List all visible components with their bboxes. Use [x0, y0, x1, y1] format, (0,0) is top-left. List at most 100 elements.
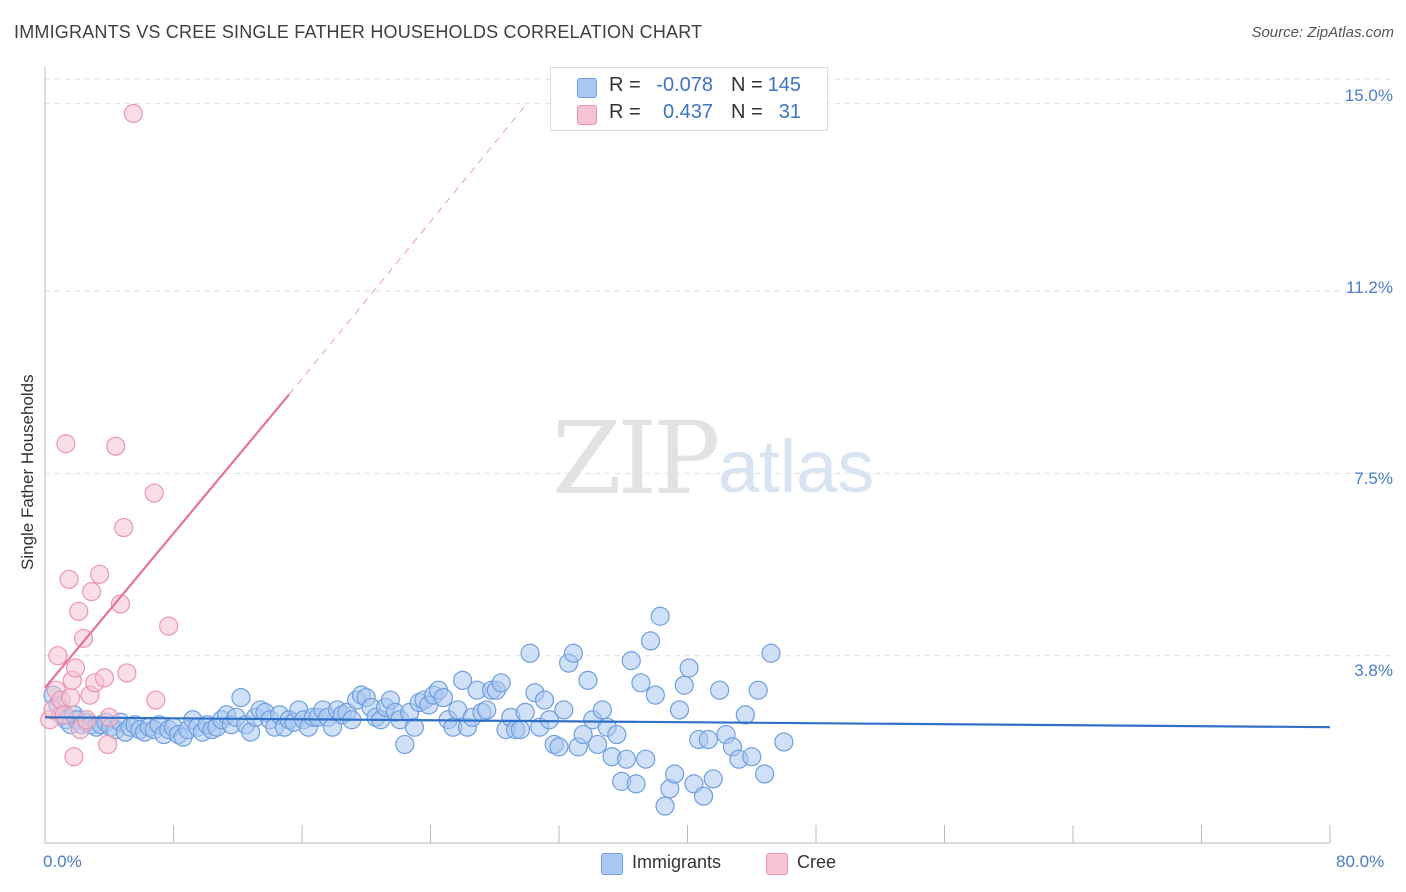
- cree-point: [59, 569, 79, 589]
- cree-point: [65, 658, 86, 678]
- watermark-zip: ZIP: [552, 400, 720, 517]
- immigrants-point: [742, 747, 762, 767]
- immigrants-point: [554, 700, 574, 720]
- legend-label: Immigrants: [632, 852, 722, 872]
- immigrants-swatch: [577, 78, 597, 98]
- y-axis-label: Single Father Households: [18, 374, 37, 570]
- immigrants-point: [395, 734, 415, 755]
- immigrants-point: [703, 769, 723, 789]
- n-label: N =: [731, 74, 763, 96]
- immigrants-point: [515, 702, 535, 722]
- immigrants-point: [645, 685, 665, 705]
- cree-point: [64, 747, 84, 767]
- cree-trend-line: [44, 393, 290, 689]
- immigrants-trend-line: [44, 716, 1331, 729]
- r-label: R =: [609, 74, 641, 96]
- immigrants-point: [607, 724, 627, 745]
- immigrants-point: [679, 658, 699, 678]
- immigrants-points: [43, 606, 794, 816]
- legend-row-cree: R = 0.437 N = 31: [551, 101, 827, 127]
- cree-point: [94, 668, 115, 688]
- y-tick-label: 3.8%: [1354, 661, 1393, 680]
- y-tick-label: 15.0%: [1344, 86, 1393, 105]
- immigrants-point: [573, 724, 593, 745]
- immigrants-point: [754, 764, 775, 784]
- cree-point: [106, 436, 126, 456]
- r-value: 0.437: [662, 101, 713, 123]
- y-tick-label: 7.5%: [1354, 469, 1393, 488]
- immigrants-point: [665, 764, 685, 784]
- cree-point: [81, 582, 102, 602]
- cree-point: [98, 734, 118, 755]
- n-value: 31: [778, 101, 801, 123]
- cree-point: [114, 517, 134, 538]
- cree-swatch: [577, 105, 597, 125]
- cree-point: [48, 646, 68, 666]
- immigrants-point: [655, 796, 675, 816]
- cree-point: [77, 710, 97, 730]
- immigrants-point: [636, 749, 656, 769]
- immigrants-point: [578, 670, 598, 690]
- immigrants-point: [549, 737, 569, 757]
- y-tick-label: 11.2%: [1346, 278, 1393, 297]
- immigrants-point: [491, 673, 511, 693]
- cree-point: [73, 628, 94, 649]
- immigrants-point: [433, 687, 453, 708]
- cree-point: [61, 687, 81, 708]
- r-label: R =: [609, 101, 641, 123]
- immigrants-point: [520, 643, 540, 663]
- x-tick-label: 0.0%: [43, 852, 82, 871]
- immigrants-point: [674, 675, 694, 695]
- trend-lines: [44, 103, 1331, 729]
- immigrants-point: [621, 651, 641, 671]
- legend-row-immigrants: R = -0.078 N = 145: [551, 74, 827, 100]
- cree-point: [146, 690, 166, 710]
- immigrants-point: [563, 643, 584, 663]
- cree-swatch: [766, 853, 788, 875]
- immigrants-point: [616, 749, 637, 769]
- immigrants-point: [592, 700, 612, 720]
- immigrants-point: [698, 729, 718, 750]
- x-tick-label: 80.0%: [1336, 852, 1385, 871]
- immigrants-point: [539, 710, 559, 730]
- n-label: N =: [731, 101, 763, 123]
- cree-point: [117, 663, 137, 683]
- immigrants-point: [748, 680, 768, 700]
- immigrants-point: [710, 680, 730, 700]
- r-value: -0.078: [656, 74, 713, 96]
- immigrants-point: [626, 774, 646, 794]
- immigrants-point: [774, 732, 794, 752]
- cree-point: [54, 705, 74, 725]
- immigrants-point: [640, 631, 661, 651]
- cree-point: [90, 564, 110, 584]
- immigrants-point: [669, 700, 690, 720]
- cree-point: [144, 483, 164, 503]
- immigrants-point: [453, 670, 473, 690]
- immigrants-point: [587, 734, 608, 755]
- chart-title: IMMIGRANTS VS CREE SINGLE FATHER HOUSEHO…: [14, 22, 703, 42]
- immigrants-point: [631, 673, 651, 693]
- chart-source: Source: ZipAtlas.com: [1251, 24, 1394, 41]
- correlation-legend: R = -0.078 N = 145 R = 0.437 N = 31: [550, 67, 828, 131]
- legend-label: Cree: [797, 852, 837, 872]
- immigrants-swatch: [601, 853, 623, 875]
- immigrants-point: [510, 720, 531, 740]
- cree-points: [40, 103, 179, 767]
- gridlines: [45, 78, 1395, 657]
- cree-point: [159, 616, 179, 636]
- cree-point: [123, 103, 143, 124]
- cree-point: [69, 601, 89, 621]
- immigrants-point: [735, 705, 755, 725]
- immigrants-point: [534, 690, 555, 710]
- cree-trend-extension: [288, 103, 528, 395]
- watermark-atlas: atlas: [718, 425, 875, 508]
- immigrants-point: [693, 786, 714, 806]
- immigrants-point: [477, 700, 497, 720]
- cree-point: [56, 434, 76, 454]
- immigrants-point: [231, 687, 251, 708]
- immigrants-point: [761, 643, 781, 663]
- cree-point: [110, 594, 131, 614]
- n-value: 145: [767, 74, 801, 96]
- immigrants-point: [404, 717, 425, 737]
